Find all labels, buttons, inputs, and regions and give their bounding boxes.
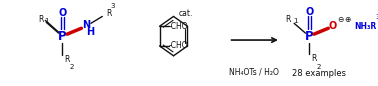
Text: 1: 1 — [44, 18, 49, 24]
Text: P: P — [305, 30, 314, 43]
Text: -CHO: -CHO — [169, 22, 189, 31]
Text: 2: 2 — [70, 64, 74, 70]
Text: ⊖: ⊖ — [338, 15, 344, 24]
Text: ⊕: ⊕ — [344, 15, 350, 24]
Text: 3: 3 — [376, 14, 378, 20]
Text: H: H — [86, 27, 94, 37]
Text: NH₄OTs / H₂O: NH₄OTs / H₂O — [229, 67, 279, 76]
Text: P: P — [58, 30, 67, 43]
Text: O: O — [329, 21, 337, 31]
Text: -CHO: -CHO — [169, 41, 189, 50]
Text: R: R — [311, 54, 317, 63]
Text: 2: 2 — [317, 64, 321, 70]
Text: N: N — [82, 20, 90, 30]
Text: cat.: cat. — [179, 9, 193, 18]
Text: NH₃R: NH₃R — [354, 22, 376, 31]
Text: R: R — [64, 55, 70, 64]
Text: 28 examples: 28 examples — [292, 69, 346, 78]
Text: 3: 3 — [111, 3, 115, 9]
Text: R: R — [106, 9, 112, 18]
Text: O: O — [305, 7, 313, 17]
Text: R: R — [38, 15, 43, 24]
Text: O: O — [58, 7, 67, 17]
Text: 1: 1 — [293, 18, 297, 24]
Text: R: R — [286, 15, 291, 24]
